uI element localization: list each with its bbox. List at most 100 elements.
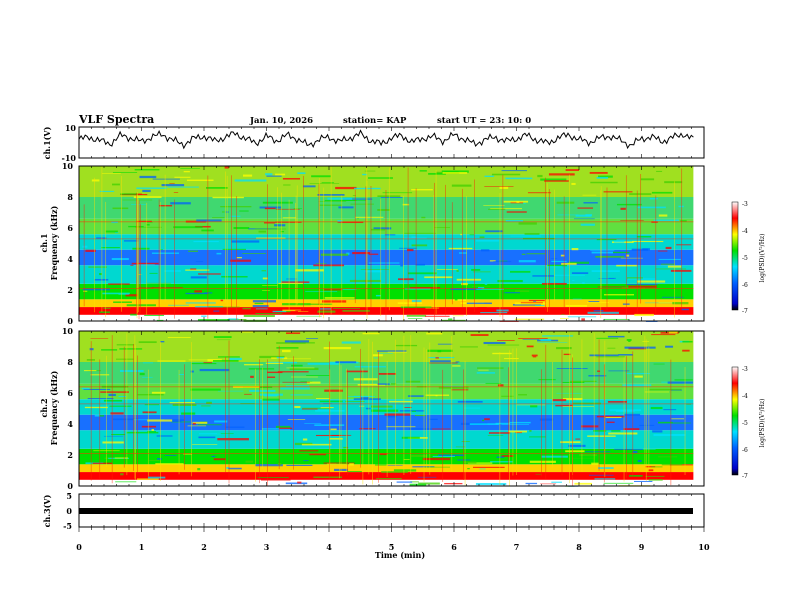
spectrum-speckle — [185, 269, 210, 271]
spectrum-speckle — [116, 358, 134, 360]
x-tick-10: 10 — [698, 542, 710, 552]
spectrum-speckle — [295, 310, 318, 312]
spectrum-speckle — [612, 251, 630, 254]
spectrum-speckle — [608, 432, 638, 435]
spectrum-speckle — [664, 181, 683, 184]
spectrum-speckle — [603, 191, 633, 193]
spectrum-speckle — [82, 288, 110, 291]
spectrum-band-5 — [79, 414, 694, 431]
spectrum-speckle — [112, 207, 129, 210]
spectrum-speckle — [464, 407, 480, 409]
spectrum-speckle — [598, 278, 615, 279]
spectrum-speckle — [102, 441, 124, 444]
spectrum-speckle — [306, 338, 319, 339]
spectrum-speckle — [661, 381, 670, 383]
spectrum-speckle — [160, 340, 165, 343]
spectrum-speckle — [161, 184, 185, 187]
spectrum-speckle — [411, 236, 417, 238]
spectrum-speckle — [529, 436, 546, 438]
spectrum-speckle — [364, 170, 376, 172]
ch2-cbar-tick-m3: -3 — [742, 366, 748, 373]
station-label: station= KAP — [343, 116, 407, 126]
spectrum-speckle — [242, 174, 253, 177]
spectrum-speckle — [156, 319, 164, 321]
spectrum-speckle — [89, 348, 94, 351]
spectrum-speckle — [362, 173, 368, 176]
spectrum-speckle — [505, 177, 533, 180]
spectrum-speckle — [606, 421, 615, 423]
x-tick-2: 2 — [201, 542, 207, 552]
spectrum-speckle — [575, 438, 581, 440]
spectrum-speckle — [359, 428, 376, 430]
spectrum-speckle — [193, 240, 219, 243]
spectrum-speckle — [138, 264, 155, 265]
spectrum-speckle — [157, 458, 162, 460]
spectrum-speckle — [248, 368, 275, 370]
spectrum-speckle — [290, 376, 318, 378]
spectrum-speckle — [287, 419, 306, 420]
spectrum-speckle — [588, 375, 607, 377]
spectrum-speckle — [282, 349, 291, 353]
spectrum-speckle — [556, 201, 575, 204]
spectrum-speckle — [615, 410, 635, 412]
spectrum-speckle — [428, 362, 458, 364]
spectrum-speckle — [100, 391, 129, 393]
spectrum-speckle — [627, 278, 656, 280]
spectrum-speckle — [173, 192, 179, 193]
ch1-ytick-2: 2 — [67, 285, 73, 295]
spectrum-speckle — [284, 340, 310, 343]
spectrum-speckle — [262, 290, 270, 291]
spectrum-speckle — [411, 410, 416, 412]
spectrum-speckle — [252, 305, 269, 308]
spectrum-speckle — [196, 219, 222, 222]
spectrum-speckle — [85, 249, 96, 252]
spectrum-speckle — [343, 198, 373, 200]
spectrum-speckle — [213, 360, 239, 362]
spectrum-speckle — [470, 334, 489, 336]
spectrum-speckle — [347, 396, 375, 398]
spectrum-speckle — [188, 250, 198, 252]
spectrum-speckle — [504, 358, 519, 360]
spectrum-speckle — [560, 441, 581, 444]
spectrum-speckle — [624, 346, 656, 349]
spectrum-speckle — [412, 466, 435, 468]
spectrum-speckle — [435, 357, 439, 359]
spectrum-speckle — [448, 247, 473, 250]
ch2-ytick-4: 4 — [67, 419, 73, 429]
spectrum-speckle — [671, 422, 691, 424]
spectrum-speckle — [320, 308, 332, 310]
spectrum-speckle — [213, 336, 232, 339]
x-tick-4: 4 — [326, 542, 332, 552]
spectrum-speckle — [132, 247, 150, 250]
spectrum-speckle — [197, 318, 230, 321]
spectrum-speckle — [103, 307, 111, 309]
spectrum-speckle — [377, 383, 390, 385]
spectrum-speckle — [561, 314, 565, 315]
spectrum-speckle — [258, 393, 283, 396]
spectrum-speckle — [103, 435, 124, 437]
spectrum-speckle — [365, 407, 371, 410]
x-tick-1: 1 — [139, 542, 145, 552]
spectrum-speckle — [190, 370, 194, 373]
spectrum-speckle — [275, 221, 302, 223]
ch2-cbar-tick-m6: -6 — [742, 447, 748, 454]
spectrum-speckle — [188, 359, 218, 361]
spectrum-speckle — [501, 395, 514, 397]
spectrum-speckle — [411, 189, 433, 191]
ch1-channel-label: ch.1 — [39, 233, 49, 252]
spectrum-speckle — [557, 214, 579, 216]
spectrum-speckle — [596, 356, 625, 358]
spectrum-speckle — [616, 203, 642, 206]
spectrum-speckle — [265, 362, 284, 364]
spectrum-speckle — [353, 378, 378, 381]
spectrum-speckle — [451, 184, 472, 187]
spectrum-speckle — [228, 318, 239, 320]
spectrum-speckle — [541, 455, 568, 458]
spectrum-speckle — [94, 278, 109, 281]
spectrum-speckle — [297, 311, 309, 312]
spectrum-speckle — [337, 220, 343, 223]
spectrum-speckle — [354, 366, 387, 368]
spectrum-speckle — [222, 211, 225, 213]
ch3-ytick-0: 0 — [66, 506, 72, 516]
spectrum-speckle — [596, 238, 617, 241]
